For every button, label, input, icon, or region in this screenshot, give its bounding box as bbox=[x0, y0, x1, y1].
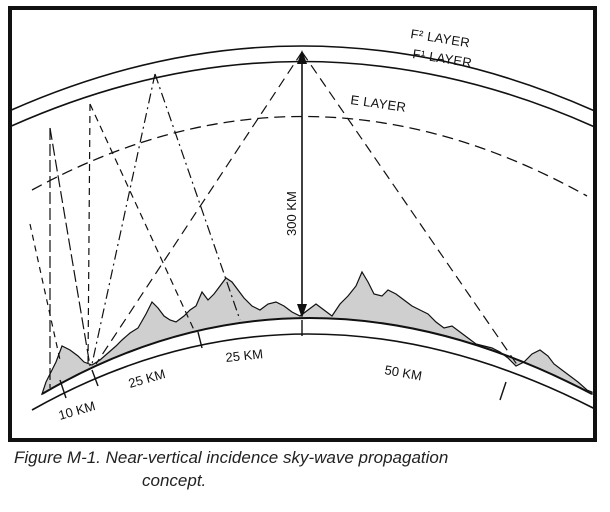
tick-3 bbox=[197, 331, 203, 349]
earth-surface-outer bbox=[41, 317, 593, 395]
height-arrow-bottom bbox=[297, 304, 307, 318]
height-arrow-top bbox=[297, 50, 307, 64]
height-label: 300 KM bbox=[284, 191, 299, 236]
ray-edge bbox=[29, 223, 61, 361]
figure-panel: F² LAYER F¹ LAYER E LAYER 300 KM 10 KM 2… bbox=[6, 6, 598, 442]
distance-label-4: 50 KM bbox=[383, 362, 423, 383]
propagation-diagram: F² LAYER F¹ LAYER E LAYER 300 KM 10 KM 2… bbox=[6, 26, 598, 423]
ray-143-left bbox=[91, 73, 156, 365]
distance-label-1: 10 KM bbox=[57, 398, 97, 423]
tick-1 bbox=[59, 379, 67, 399]
e-layer-label: E LAYER bbox=[350, 92, 408, 115]
caption-line-2: concept. bbox=[142, 471, 207, 490]
earth-surface-inner bbox=[31, 333, 598, 411]
f2-layer-arc bbox=[6, 45, 598, 113]
f1-layer-label: F¹ LAYER bbox=[412, 46, 474, 70]
tick-5 bbox=[499, 381, 507, 401]
distance-label-3: 25 KM bbox=[225, 346, 264, 365]
distance-label-2: 25 KM bbox=[127, 366, 167, 391]
ray-38-right bbox=[49, 127, 91, 367]
ray-78-left bbox=[87, 103, 91, 367]
tick-2 bbox=[91, 369, 99, 387]
figure-caption: Figure M-1. Near-vertical incidence sky-… bbox=[14, 446, 604, 492]
e-layer-arc bbox=[31, 115, 588, 197]
terrain bbox=[40, 270, 593, 396]
ray-143-right bbox=[154, 73, 241, 321]
ray-apex-left bbox=[95, 51, 303, 365]
ray-78-right bbox=[89, 103, 195, 331]
caption-line-1: Figure M-1. Near-vertical incidence sky-… bbox=[14, 448, 449, 467]
